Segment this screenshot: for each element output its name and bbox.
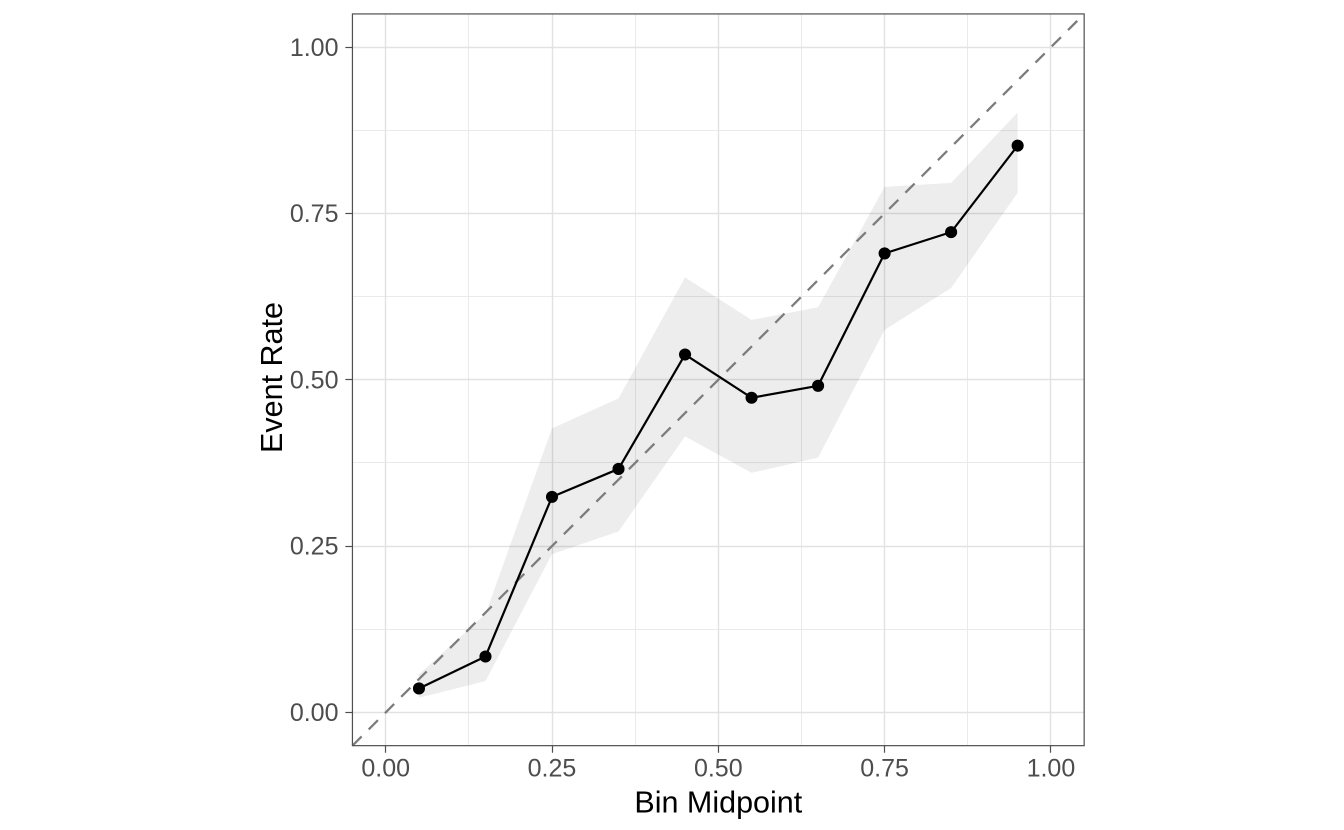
svg-text:1.00: 1.00 — [1027, 754, 1076, 782]
svg-text:0.75: 0.75 — [290, 200, 339, 228]
svg-text:1.00: 1.00 — [290, 34, 339, 62]
svg-text:0.25: 0.25 — [290, 533, 339, 561]
svg-text:0.75: 0.75 — [860, 754, 909, 782]
svg-text:0.25: 0.25 — [528, 754, 577, 782]
svg-text:0.50: 0.50 — [694, 754, 743, 782]
svg-text:Event Rate: Event Rate — [255, 302, 289, 453]
svg-text:0.50: 0.50 — [290, 366, 339, 394]
svg-text:Bin Midpoint: Bin Midpoint — [634, 786, 802, 820]
svg-text:0.00: 0.00 — [290, 699, 339, 727]
svg-text:0.00: 0.00 — [361, 754, 410, 782]
